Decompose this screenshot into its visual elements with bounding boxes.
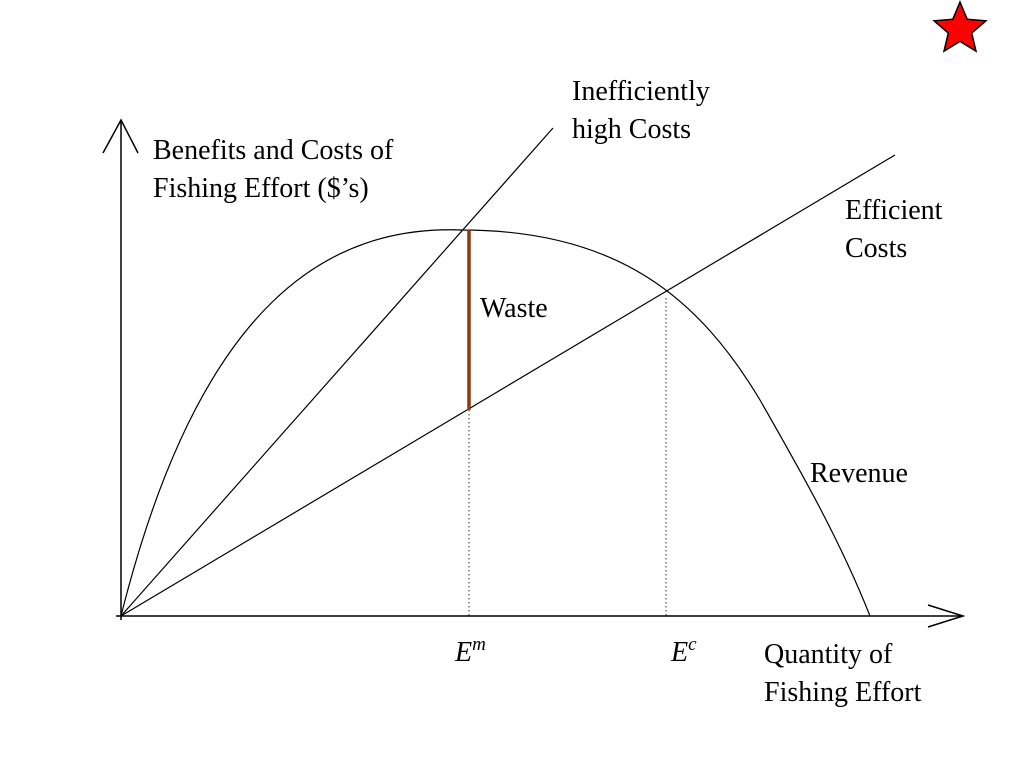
efficient-costs-label-line2: Costs — [845, 233, 908, 264]
y-axis-label-line1: Benefits and Costs of — [153, 135, 394, 166]
inefficient-costs-label: Inefficiently high Costs — [572, 73, 710, 149]
x-axis-arrowhead — [927, 604, 966, 628]
efficient-cost-line — [120, 154, 896, 617]
efficient-costs-label: Efficient Costs — [845, 192, 942, 268]
x-axis-label-line2: Fishing Effort — [764, 677, 922, 708]
e-c-label: Ec — [671, 634, 697, 672]
e-c-label-sup: c — [688, 634, 697, 655]
inefficient-costs-label-line1: Inefficiently — [572, 76, 710, 107]
x-axis-label: Quantity of Fishing Effort — [764, 636, 921, 712]
revenue-curve — [120, 229, 871, 617]
y-axis-label-line2: Fishing Effort ($’s) — [153, 173, 369, 204]
e-m-label-base: E — [455, 637, 473, 668]
inefficient-cost-line — [120, 127, 554, 617]
waste-label: Waste — [480, 293, 548, 324]
efficient-costs-label-line1: Efficient — [845, 195, 943, 226]
e-c-label-base: E — [671, 637, 689, 668]
revenue-label: Revenue — [810, 458, 908, 489]
y-axis-arrowhead — [102, 118, 139, 154]
e-m-label: Em — [455, 634, 486, 672]
red-star-icon — [932, 0, 988, 53]
inefficient-costs-label-line2: high Costs — [572, 114, 692, 145]
y-axis-label: Benefits and Costs of Fishing Effort ($’… — [153, 132, 393, 208]
e-m-label-sup: m — [472, 634, 486, 655]
x-axis-label-line1: Quantity of — [764, 639, 893, 670]
